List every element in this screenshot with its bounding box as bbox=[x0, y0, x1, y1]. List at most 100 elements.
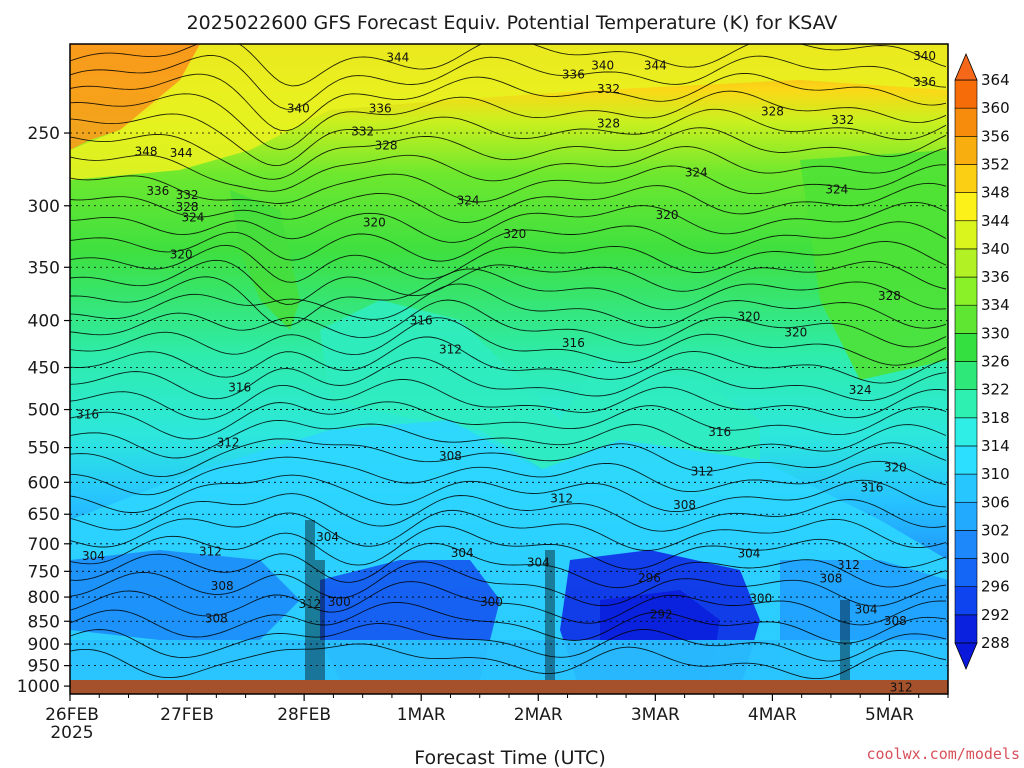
colorbar-label: 288 bbox=[981, 634, 1010, 652]
contour-line bbox=[70, 401, 947, 440]
colorbar-label: 300 bbox=[981, 550, 1010, 568]
contour-label: 312 bbox=[837, 558, 860, 572]
colorbar-segment bbox=[954, 389, 978, 419]
colorbar-segment bbox=[954, 304, 978, 334]
ground-surface bbox=[70, 680, 948, 694]
colorbar-label: 340 bbox=[981, 240, 1010, 258]
contour-line bbox=[70, 601, 947, 644]
y-tick-label: 350 bbox=[28, 258, 60, 278]
contour-label: 300 bbox=[328, 595, 351, 609]
yellow-upper-band-blob bbox=[70, 44, 948, 180]
contour-line bbox=[70, 456, 947, 496]
colorbar-segment bbox=[954, 136, 978, 165]
colorbar-segment bbox=[954, 445, 978, 475]
contour-label: 336 bbox=[369, 101, 392, 115]
colorbar-label: 360 bbox=[981, 99, 1010, 117]
contour-label: 312 bbox=[550, 492, 573, 506]
x-tick-label: 4MAR bbox=[748, 705, 797, 725]
colorbar-segment bbox=[954, 248, 978, 278]
x-tick-year: 2025 bbox=[50, 723, 93, 743]
contour-line bbox=[70, 182, 947, 224]
y-tick-label: 500 bbox=[28, 401, 60, 421]
chart-title: 2025022600 GFS Forecast Equiv. Potential… bbox=[187, 12, 838, 34]
contour-label: 332 bbox=[176, 188, 199, 202]
contour-label: 320 bbox=[363, 216, 386, 230]
contour-label: 316 bbox=[228, 380, 251, 394]
colorbar-segment bbox=[954, 276, 978, 306]
contour-label: 344 bbox=[644, 58, 667, 72]
contour-label: 304 bbox=[82, 549, 105, 563]
contour-line bbox=[70, 108, 947, 167]
y-tick-label: 450 bbox=[28, 359, 60, 379]
contour-label: 324 bbox=[849, 383, 872, 397]
contour-line bbox=[70, 474, 947, 513]
colorbar-label: 336 bbox=[981, 268, 1010, 286]
contour-line bbox=[70, 357, 947, 402]
contour-label: 304 bbox=[451, 546, 474, 560]
contour-label: 324 bbox=[457, 193, 480, 207]
colorbar-label: 302 bbox=[981, 521, 1010, 539]
colorbar-segment bbox=[954, 473, 978, 503]
contour-label: 312 bbox=[199, 545, 222, 559]
x-tick-label: 3MAR bbox=[631, 705, 680, 725]
contour-label: 328 bbox=[375, 139, 398, 153]
contour-label: 332 bbox=[597, 82, 620, 96]
x-tick-label: 26FEB bbox=[45, 705, 99, 725]
contour-line bbox=[70, 317, 947, 366]
contour-line bbox=[70, 438, 947, 478]
y-tick-label: 850 bbox=[28, 612, 60, 632]
colorbar: 288 292 296 300 302 306 310 314 318 322 326 330 334 3… bbox=[954, 52, 1010, 671]
colorbar-label: 326 bbox=[981, 353, 1010, 371]
colorbar-segment bbox=[954, 220, 978, 250]
contour-label: 324 bbox=[181, 211, 204, 225]
contour-line bbox=[70, 525, 947, 570]
contour-label: 332 bbox=[831, 113, 854, 127]
colorbar-label: 344 bbox=[981, 212, 1010, 230]
contour-line bbox=[70, 259, 947, 305]
contour-label: 304 bbox=[738, 546, 761, 560]
contour-label: 312 bbox=[691, 465, 714, 479]
x-tick-label: 5MAR bbox=[865, 705, 914, 725]
contour-label: 300 bbox=[480, 595, 503, 609]
contour-label: 308 bbox=[884, 614, 907, 628]
contour-label: 328 bbox=[597, 116, 620, 130]
x-tick-label: 1MAR bbox=[397, 705, 446, 725]
contour-line bbox=[70, 283, 947, 329]
colorbar-label: 330 bbox=[981, 324, 1010, 342]
colorbar-segment bbox=[954, 501, 978, 531]
y-tick-label: 1000 bbox=[17, 677, 60, 697]
green-trough-blob bbox=[230, 190, 300, 330]
colorbar-label: 292 bbox=[981, 606, 1010, 624]
contour-line bbox=[70, 379, 947, 420]
contour-label: 304 bbox=[316, 530, 339, 544]
contour-label: 344 bbox=[170, 146, 193, 160]
contour-label: 320 bbox=[503, 227, 526, 241]
contour-label: 292 bbox=[650, 608, 673, 622]
contour-line bbox=[70, 90, 947, 151]
colorbar-segment bbox=[954, 417, 978, 447]
contour-label: 324 bbox=[825, 182, 848, 196]
colorbar-label: 352 bbox=[981, 155, 1010, 173]
y-tick-label: 700 bbox=[28, 535, 60, 555]
contour-label: 340 bbox=[913, 49, 936, 63]
y-tick-label: 950 bbox=[28, 657, 60, 677]
contour-label: 336 bbox=[562, 68, 585, 82]
y-tick-label: 600 bbox=[28, 473, 60, 493]
contour-line bbox=[70, 164, 946, 204]
credit-text: coolwx.com/models bbox=[866, 745, 1020, 763]
gridlines bbox=[70, 132, 948, 687]
contour-label: 312 bbox=[217, 435, 240, 449]
contour-line bbox=[70, 73, 947, 132]
y-axis: 250 300 350 400 450 500 550 600 650 700 750 800 850 9… bbox=[17, 124, 70, 697]
contour-label: 316 bbox=[76, 407, 99, 421]
contour-line bbox=[70, 336, 947, 384]
y-tick-label: 400 bbox=[28, 312, 60, 332]
contour-label: 336 bbox=[146, 184, 169, 198]
contour-lines bbox=[70, 44, 947, 690]
colorbar-top-arrow bbox=[954, 52, 978, 81]
contour-label: 348 bbox=[135, 145, 158, 159]
contour-label: 320 bbox=[784, 325, 807, 339]
y-tick-label: 550 bbox=[28, 439, 60, 459]
contour-line bbox=[70, 581, 947, 626]
